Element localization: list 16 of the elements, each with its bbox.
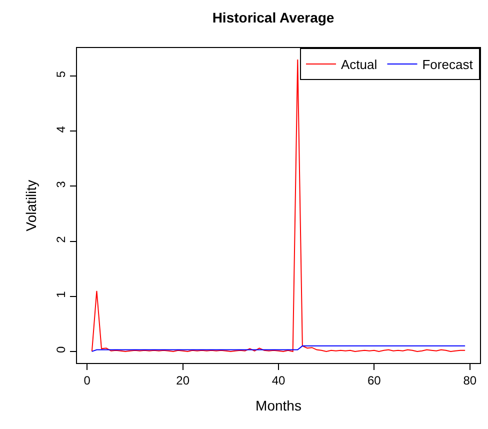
legend-label: Actual — [341, 57, 378, 72]
y-tick-label: 1 — [54, 290, 68, 298]
x-tick-label: 0 — [84, 373, 91, 388]
y-axis-title: Volatility — [22, 180, 39, 232]
y-tick-label: 5 — [54, 70, 68, 78]
chart-title: Historical Average — [212, 10, 334, 26]
y-tick-label: 2 — [54, 236, 68, 243]
x-axis-title: Months — [256, 398, 302, 414]
legend-label: Forecast — [422, 57, 474, 72]
x-tick-label: 20 — [176, 373, 190, 388]
x-tick-label: 40 — [272, 373, 286, 388]
x-tick-label: 80 — [463, 373, 477, 388]
y-tick-label: 4 — [54, 126, 68, 133]
x-tick-label: 60 — [368, 373, 382, 388]
y-tick-label: 3 — [54, 180, 68, 188]
y-tick-label: 0 — [54, 346, 68, 353]
